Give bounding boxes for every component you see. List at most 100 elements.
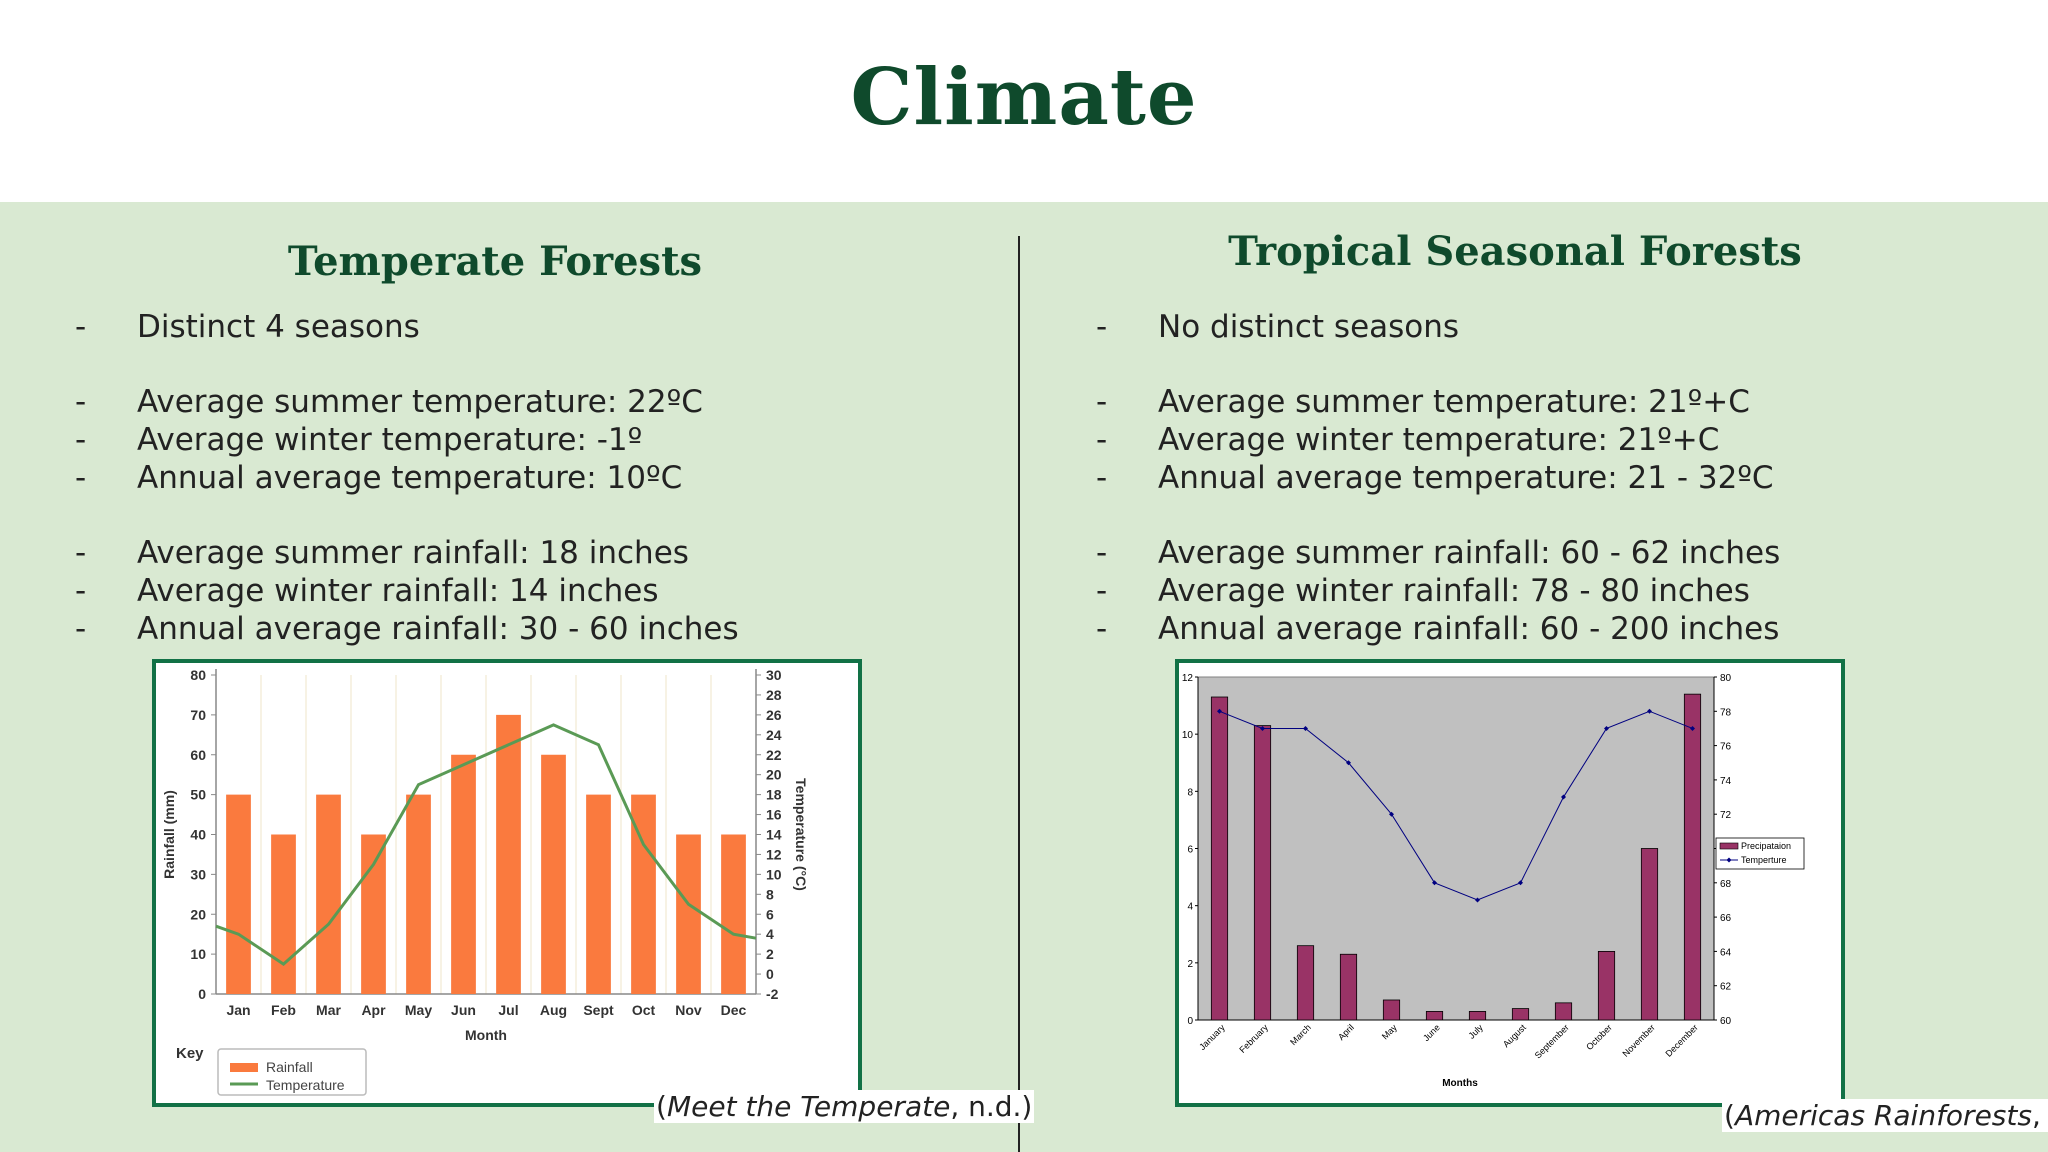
temperate-climate-chart: 0 10 20 30 40 50 60 70 80 -2 0 2 4 6 8 10 12 14 16 18 20 22 24… (152, 659, 862, 1107)
list-item: - Annual average rainfall: 30 - 60 inches (75, 611, 739, 647)
list-item: - No distinct seasons (1096, 309, 1460, 345)
x-tick-label: Nov (675, 1002, 702, 1018)
x-tick-label: Jul (498, 1002, 518, 1018)
y2-tick-label: 30 (766, 667, 782, 683)
legend-label-temperature: Temperature (266, 1077, 345, 1093)
legend-swatch-precipitation (1719, 842, 1739, 850)
bar-rainfall (316, 794, 341, 994)
x-tick-label: April (1336, 1022, 1356, 1042)
temperate-chart-svg: 01020304050607080-2024681012141618202224… (161, 667, 809, 1096)
legend-box (1715, 837, 1805, 870)
bar-precipitation (1597, 950, 1616, 1021)
bar-rainfall (496, 714, 521, 994)
bar-precipitation (1511, 1008, 1530, 1021)
bullet-dash: - (75, 611, 87, 647)
tropical-climate-chart: 0246810126062646668707274767880JanuaryFe… (1175, 659, 1845, 1107)
y2-tick-label: 16 (766, 807, 782, 823)
list-item: - Annual average temperature: 10ºC (75, 460, 683, 496)
temperate-heading: Temperate Forests (287, 238, 703, 285)
bar-precipitation (1210, 696, 1229, 1021)
x-tick-label: June (1421, 1022, 1442, 1043)
bullet-dash: - (75, 460, 87, 496)
column-divider (1018, 236, 1020, 1152)
y2-tick-label: 64 (1720, 947, 1732, 958)
x-tick-label: Apr (361, 1002, 386, 1018)
bullet-dash: - (1096, 611, 1108, 647)
bullet-dash: - (75, 422, 87, 458)
list-item: - Annual average temperature: 21 - 32ºC (1096, 460, 1774, 496)
bar-precipitation (1683, 693, 1702, 1021)
y2-tick-label: 60 (1720, 1016, 1732, 1027)
tropical-heading: Tropical Seasonal Forests (1228, 228, 1802, 275)
x-tick-label: Mar (316, 1002, 341, 1018)
y2-tick-label: -2 (766, 986, 779, 1002)
x-tick-label: Feb (271, 1002, 296, 1018)
y2-tick-label: 24 (766, 727, 782, 743)
x-tick-label: November (1620, 1022, 1656, 1058)
bar-rainfall (361, 834, 386, 994)
y-tick-label: 20 (190, 906, 206, 922)
y2-tick-label: 8 (766, 886, 774, 902)
y2-tick-label: 28 (766, 687, 782, 703)
y2-tick-label: 10 (766, 866, 782, 882)
bar-rainfall (541, 754, 566, 994)
bullet-dash: - (75, 384, 87, 420)
legend-marker-temperature (1726, 857, 1732, 863)
x-tick-label: March (1288, 1022, 1313, 1047)
bullet-dash: - (1096, 422, 1108, 458)
y-tick-label: 12 (1182, 673, 1194, 684)
temperature-marker (1561, 794, 1566, 800)
x-axis-title: Month (465, 1027, 507, 1043)
list-item: - Average summer rainfall: 18 inches (75, 535, 689, 571)
bullet-dash: - (1096, 535, 1108, 571)
list-item: - Average winter temperature: -1º (75, 422, 643, 458)
y2-tick-label: 22 (766, 747, 782, 763)
bullet-dash: - (75, 573, 87, 609)
y-tick-label: 40 (190, 827, 206, 843)
y-tick-label: 80 (190, 667, 206, 683)
temperature-marker (1303, 725, 1308, 731)
x-tick-label: September (1533, 1022, 1571, 1060)
temperature-marker (1346, 760, 1351, 766)
y-tick-label: 0 (198, 986, 206, 1002)
x-tick-label: August (1501, 1022, 1528, 1049)
bar-rainfall (406, 794, 431, 994)
y2-tick-label: 26 (766, 707, 782, 723)
bar-rainfall (586, 794, 611, 994)
bullet-dash: - (1096, 573, 1108, 609)
slide-title: Climate (850, 52, 1198, 143)
bullet-dash: - (1096, 309, 1108, 345)
y2-tick-label: 20 (766, 767, 782, 783)
bar-precipitation (1296, 945, 1315, 1021)
temperature-marker (1518, 880, 1523, 886)
y2-tick-label: 6 (766, 906, 774, 922)
temperature-marker (1432, 880, 1437, 886)
x-tick-label: January (1197, 1022, 1227, 1052)
x-tick-label: May (1380, 1022, 1399, 1041)
temperature-marker (1647, 708, 1652, 714)
list-item: - Average winter temperature: 21º+C (1096, 422, 1720, 458)
y-tick-label: 4 (1187, 902, 1193, 913)
legend-label-rainfall: Rainfall (266, 1059, 313, 1075)
bar-precipitation (1425, 1011, 1444, 1021)
temperature-marker (1475, 897, 1480, 903)
bar-precipitation (1554, 1002, 1573, 1021)
bar-rainfall (721, 834, 746, 994)
y-tick-label: 8 (1187, 787, 1193, 798)
x-tick-label: May (405, 1002, 432, 1018)
y2-tick-label: 2 (766, 946, 774, 962)
y2-tick-label: 12 (766, 846, 782, 862)
x-tick-label: Aug (540, 1002, 567, 1018)
y-tick-label: 6 (1187, 845, 1193, 856)
temperature-marker (1604, 725, 1609, 731)
bar-precipitation (1382, 999, 1401, 1021)
y-tick-label: 0 (1187, 1016, 1193, 1027)
y-tick-label: 60 (190, 747, 206, 763)
legend-swatch-rainfall (230, 1063, 258, 1072)
y2-tick-label: 74 (1720, 776, 1732, 787)
temperate-citation: (Meet the Temperate, n.d.) (654, 1090, 1035, 1123)
tropical-bullet-list: - No distinct seasons - Average summer tem… (1096, 308, 1780, 648)
bar-rainfall (226, 794, 251, 994)
temperature-line (215, 723, 757, 966)
temperature-line (1219, 710, 1693, 901)
